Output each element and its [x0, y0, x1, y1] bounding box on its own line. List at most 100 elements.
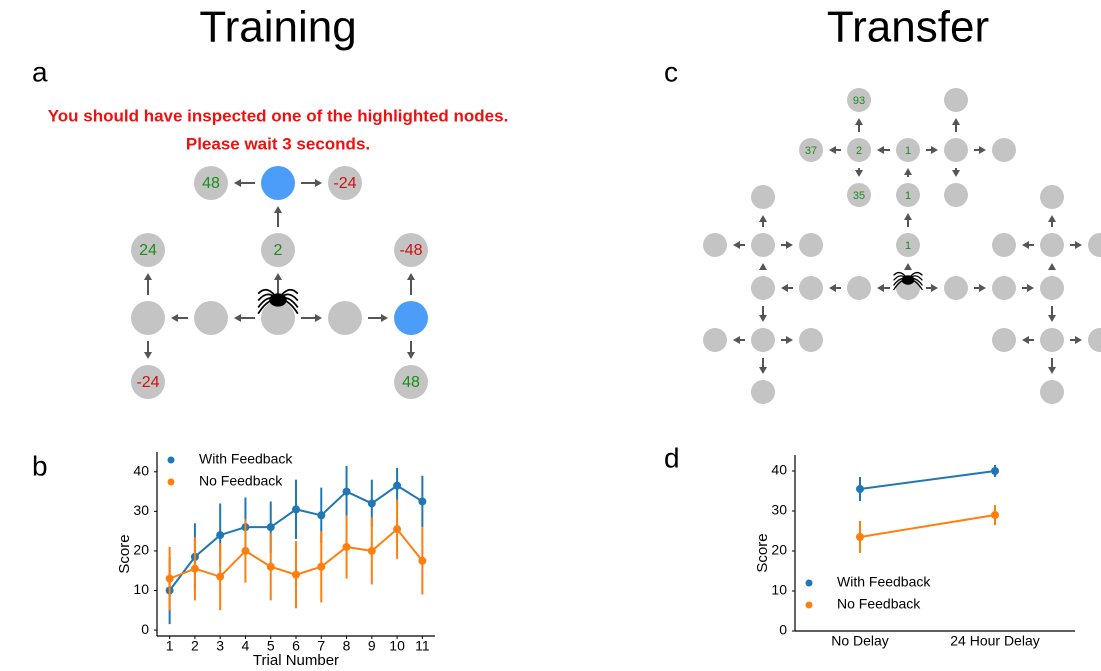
arrow-head: [274, 206, 282, 213]
arrow-head: [733, 336, 740, 344]
legend-label: No Feedback: [199, 473, 283, 489]
x-tick-label: 8: [343, 638, 351, 654]
node: [992, 328, 1016, 352]
node: [703, 328, 727, 352]
arrow-head: [1048, 215, 1056, 222]
node: [328, 301, 362, 335]
point: [368, 499, 376, 507]
x-tick-label: 11: [415, 638, 430, 654]
legend-marker: [168, 457, 175, 464]
panel-label: c: [664, 56, 678, 87]
arrow-head: [952, 118, 960, 125]
y-axis-label: Score: [754, 533, 771, 572]
arrow-head: [407, 352, 415, 359]
node: [944, 183, 968, 207]
node-value: 1: [905, 190, 911, 202]
x-tick-label: 10: [389, 638, 405, 654]
node: [1040, 185, 1064, 209]
point: [856, 533, 864, 541]
series-line: [860, 515, 995, 537]
point: [393, 525, 401, 533]
panel-label: a: [32, 56, 48, 87]
point: [292, 571, 300, 579]
y-tick-label: 10: [771, 582, 787, 598]
point: [191, 565, 199, 573]
legend-label: With Feedback: [199, 451, 293, 467]
point: [292, 505, 300, 513]
node: [992, 138, 1016, 162]
node: [261, 166, 295, 200]
node: [799, 276, 823, 300]
legend-label: No Feedback: [837, 596, 921, 612]
heading: Training: [199, 3, 356, 52]
y-tick-label: 40: [771, 462, 787, 478]
point: [368, 547, 376, 555]
y-tick-label: 30: [771, 502, 787, 518]
node: [751, 328, 775, 352]
node-value: 93: [853, 95, 865, 107]
x-tick-label: 9: [368, 638, 376, 654]
arrow-head: [315, 314, 322, 322]
node: [1040, 380, 1064, 404]
node: [799, 328, 823, 352]
point: [343, 543, 351, 551]
arrow-head: [952, 170, 960, 177]
node: [992, 233, 1016, 257]
point: [393, 482, 401, 490]
arrow-head: [733, 241, 740, 249]
node: [1088, 328, 1101, 352]
x-tick-label: 1: [166, 638, 174, 654]
x-axis-label: Trial Number: [253, 652, 339, 669]
node-value: 48: [202, 175, 220, 192]
warning: You should have inspected one of the hig…: [48, 106, 509, 125]
arrow-head: [144, 273, 152, 280]
node: [1040, 328, 1064, 352]
point: [317, 511, 325, 519]
y-tick-label: 40: [133, 462, 149, 478]
node: [992, 276, 1016, 300]
arrow-head: [877, 284, 884, 292]
node: [751, 233, 775, 257]
arrow-head: [759, 215, 767, 222]
y-tick-label: 30: [133, 502, 149, 518]
arrow-head: [759, 367, 767, 374]
arrow-head: [315, 179, 322, 187]
arrow-head: [1075, 241, 1082, 249]
arrow-head: [855, 170, 863, 177]
y-tick-label: 10: [133, 581, 149, 597]
arrow-head: [829, 284, 836, 292]
point: [991, 511, 999, 519]
node: [944, 138, 968, 162]
arrow-head: [786, 241, 793, 249]
node-value: 2: [274, 242, 283, 259]
node-value: 35: [853, 190, 865, 202]
arrow-head: [1027, 284, 1034, 292]
point: [267, 523, 275, 531]
legend-label: With Feedback: [837, 574, 931, 590]
legend-marker: [806, 602, 813, 609]
figure: Training Transfer a b c d You should hav…: [0, 0, 1101, 671]
point: [241, 547, 249, 555]
node: [944, 88, 968, 112]
heading: Transfer: [827, 3, 989, 52]
node: [1040, 276, 1064, 300]
arrow-head: [979, 284, 986, 292]
node-value: 2: [856, 145, 862, 157]
node: [751, 276, 775, 300]
point: [166, 575, 174, 583]
node-value: 48: [402, 374, 420, 391]
arrow-head: [1022, 241, 1029, 249]
arrow-head: [234, 179, 241, 187]
series-line: [860, 471, 995, 489]
node-value: -48: [399, 242, 422, 259]
arrow-head: [234, 314, 241, 322]
legend-marker: [806, 580, 813, 587]
node-value: -24: [333, 175, 356, 192]
node: [194, 301, 228, 335]
arrow-head: [1048, 263, 1056, 270]
legend-marker: [168, 479, 175, 486]
node-value: 1: [905, 240, 911, 252]
node: [1088, 233, 1101, 257]
arrow-head: [904, 263, 912, 270]
node-value: 24: [139, 242, 157, 259]
